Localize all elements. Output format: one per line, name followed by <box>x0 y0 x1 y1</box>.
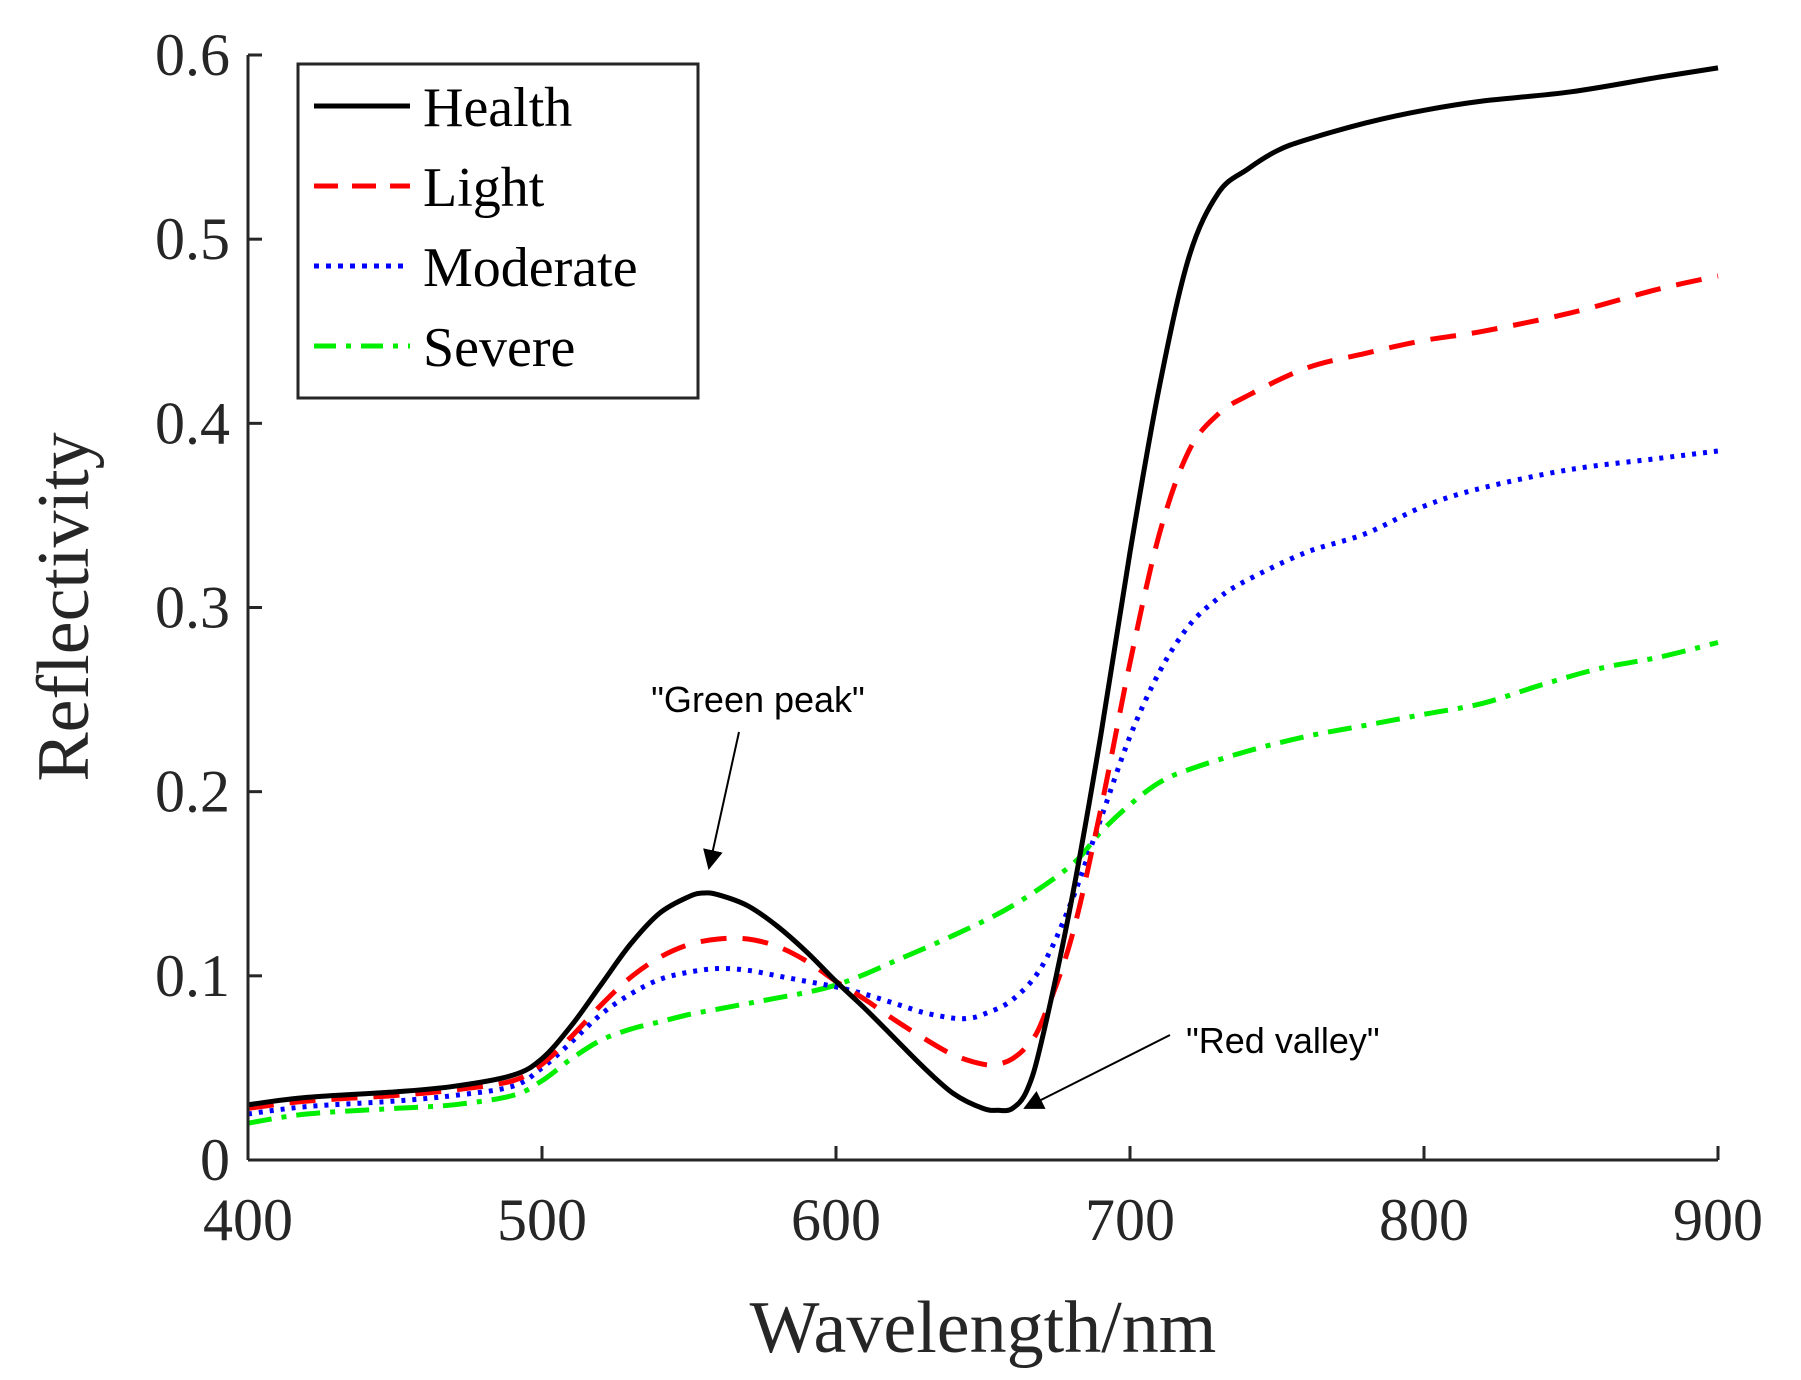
series-line-light <box>247 273 1719 1111</box>
y-tick-label: 0 <box>200 1127 230 1193</box>
y-axis-title: Reflectivity <box>23 432 105 781</box>
y-tick-label: 0.6 <box>155 22 230 88</box>
y-tick-label: 0.3 <box>155 575 230 641</box>
annotation-red-valley-arrow <box>1023 1034 1171 1109</box>
y-tick-label: 0.2 <box>155 759 230 825</box>
x-ticks: 400 500 600 700 800 900 <box>203 1146 1763 1253</box>
annotation-red-valley-label: "Red valley" <box>1186 1020 1380 1061</box>
x-tick-label: 500 <box>497 1187 587 1253</box>
y-tick-label: 0.5 <box>155 206 230 272</box>
legend-label-moderate: Moderate <box>423 237 638 299</box>
annotation-green-peak-label: "Green peak" <box>651 679 865 720</box>
y-tick-label: 0.1 <box>155 943 230 1009</box>
series-line-moderate <box>247 448 1719 1117</box>
x-tick-label: 700 <box>1085 1187 1175 1253</box>
legend-item-health: Health <box>314 77 572 139</box>
x-tick-label: 800 <box>1379 1187 1469 1253</box>
legend-item-moderate: Moderate <box>314 237 638 299</box>
x-tick-label: 600 <box>791 1187 881 1253</box>
x-tick-label: 400 <box>203 1187 293 1253</box>
plot-series <box>247 65 1719 1126</box>
x-axis-title: Wavelength/nm <box>750 1287 1217 1369</box>
legend-label-light: Light <box>423 157 545 219</box>
legend: Health Light Moderate Severe <box>296 62 700 400</box>
legend-item-light: Light <box>314 157 545 219</box>
legend-label-health: Health <box>423 77 572 139</box>
legend-item-severe: Severe <box>314 317 575 379</box>
x-tick-label: 900 <box>1673 1187 1763 1253</box>
legend-label-severe: Severe <box>423 317 575 379</box>
annotation-red-valley: "Red valley" <box>1023 1020 1380 1109</box>
annotation-green-peak-arrow <box>703 731 740 870</box>
series-line-health <box>247 65 1719 1114</box>
y-tick-label: 0.4 <box>155 390 230 456</box>
legend-box <box>296 62 700 400</box>
annotation-green-peak: "Green peak" <box>651 679 865 870</box>
y-ticks: 0 0.1 0.2 0.3 0.4 0.5 0.6 <box>155 22 262 1193</box>
series-line-severe <box>247 640 1719 1126</box>
